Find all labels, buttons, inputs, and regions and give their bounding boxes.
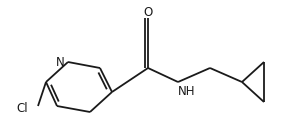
Text: NH: NH (178, 85, 195, 98)
Text: O: O (143, 6, 153, 18)
Text: N: N (56, 55, 64, 68)
Text: Cl: Cl (16, 102, 28, 115)
